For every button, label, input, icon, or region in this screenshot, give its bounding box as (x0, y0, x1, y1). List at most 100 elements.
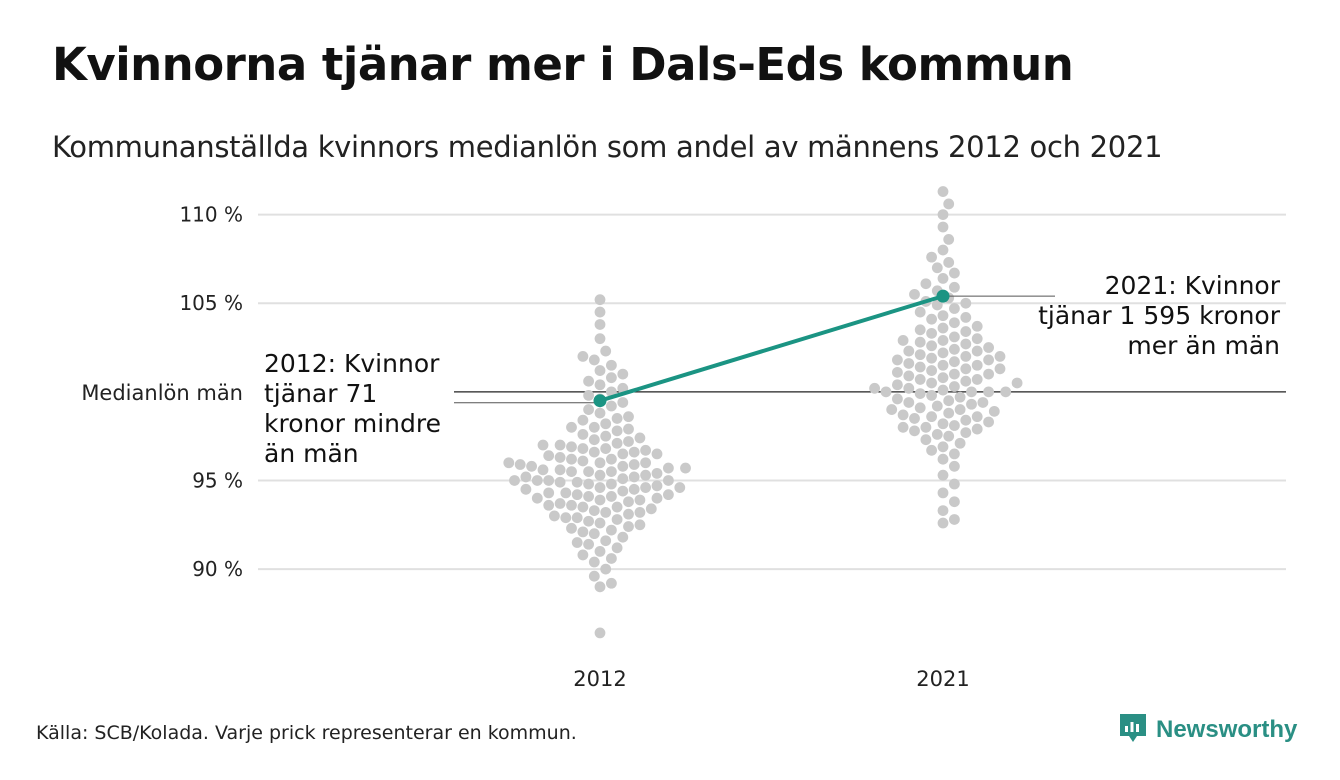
municipality-dot (537, 464, 549, 476)
municipality-dot (594, 407, 606, 419)
municipality-dot (892, 366, 903, 378)
municipality-dot (594, 482, 606, 493)
municipality-dot (577, 414, 589, 426)
municipality-dot (680, 462, 691, 474)
municipality-dot (937, 469, 949, 481)
municipality-dot (520, 483, 532, 495)
municipality-dot (588, 354, 600, 366)
municipality-dot (611, 425, 623, 437)
municipality-dot (914, 388, 926, 400)
municipality-dot (954, 437, 966, 449)
municipality-dot (920, 434, 932, 446)
y-tick-label: 95 % (192, 468, 243, 492)
municipality-dot (594, 494, 606, 506)
chart-title: Kvinnorna tjänar mer i Dals-Eds kommun (52, 38, 1074, 91)
municipality-dot (606, 372, 617, 384)
municipality-dot (628, 446, 640, 458)
municipality-dot (549, 510, 560, 522)
municipality-dot (977, 397, 989, 408)
municipality-dot (594, 517, 606, 529)
municipality-dot (943, 234, 955, 245)
municipality-dot (983, 416, 994, 428)
municipality-dot (617, 485, 629, 497)
municipality-dot (554, 452, 566, 463)
municipality-dot (600, 418, 612, 430)
municipality-dot (949, 331, 960, 343)
municipality-dot (949, 267, 960, 279)
municipality-dot (903, 397, 915, 408)
municipality-dot (623, 508, 634, 520)
newsworthy-logo[interactable]: Newsworthy (1118, 714, 1297, 746)
municipality-dot (628, 483, 640, 495)
municipality-dot (937, 347, 949, 359)
municipality-dot (966, 386, 977, 398)
municipality-dot (983, 354, 994, 366)
municipality-dot (577, 443, 589, 454)
municipality-dot (960, 363, 972, 375)
municipality-dot (960, 311, 972, 323)
municipality-dot (937, 244, 949, 256)
municipality-dot (920, 421, 932, 433)
municipality-dot (897, 409, 909, 421)
municipality-dot (954, 391, 966, 403)
municipality-dot (949, 478, 960, 490)
municipality-dot (651, 492, 663, 504)
municipality-dot (954, 404, 966, 415)
municipality-dot (674, 482, 686, 493)
municipality-dot (949, 460, 960, 472)
municipality-dot (628, 471, 640, 483)
municipality-dot (960, 297, 972, 309)
municipality-dot (583, 466, 594, 478)
municipality-dot (926, 327, 937, 339)
municipality-dot (914, 306, 926, 318)
municipality-dot (892, 379, 903, 391)
municipality-dot (606, 524, 617, 536)
municipality-dot (600, 443, 612, 454)
municipality-dot (903, 358, 915, 369)
municipality-dot (577, 526, 589, 538)
municipality-dot (880, 386, 892, 398)
highlight-point (936, 289, 950, 303)
municipality-dot (520, 471, 532, 483)
municipality-dot (514, 459, 526, 470)
municipality-dot (594, 545, 606, 557)
municipality-dot (583, 389, 594, 401)
municipality-dot (583, 478, 594, 490)
municipality-dot (937, 453, 949, 465)
municipality-dot (645, 503, 657, 515)
municipality-dot (606, 577, 617, 589)
municipality-dot (628, 459, 640, 470)
municipality-dot (554, 476, 566, 488)
municipality-dot (588, 421, 600, 433)
municipality-dot (526, 460, 537, 472)
x-axis-tick-labels: 2012 2021 (573, 667, 969, 691)
municipality-dot (903, 345, 915, 357)
municipality-dot (571, 489, 583, 501)
municipality-dot (577, 455, 589, 467)
municipality-dot (926, 365, 937, 376)
municipality-dot (994, 350, 1006, 362)
municipality-dot (606, 553, 617, 564)
municipality-dot (960, 338, 972, 350)
municipality-dot (571, 476, 583, 488)
municipality-dot (600, 506, 612, 518)
municipality-dot (617, 473, 629, 485)
municipality-dot (651, 467, 663, 479)
municipality-dot (920, 278, 932, 290)
municipality-dot (926, 313, 937, 325)
municipality-dot (594, 333, 606, 345)
municipality-dot (566, 441, 577, 453)
municipality-dot (623, 496, 634, 508)
municipality-dot (566, 522, 577, 534)
municipality-dot (943, 198, 955, 210)
municipality-dot (554, 439, 566, 451)
municipality-dot (543, 487, 555, 499)
municipality-dot (937, 322, 949, 334)
municipality-dot (640, 444, 651, 456)
municipality-dot (617, 368, 629, 380)
municipality-dot (577, 350, 589, 362)
municipality-dot (543, 450, 555, 462)
municipality-dot (949, 420, 960, 431)
municipality-dot (566, 499, 577, 511)
newsworthy-logo-icon (1118, 712, 1148, 748)
